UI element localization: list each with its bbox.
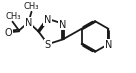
Text: N: N xyxy=(25,18,32,28)
Text: N: N xyxy=(44,15,52,25)
Text: O: O xyxy=(5,28,12,38)
Text: S: S xyxy=(45,40,51,50)
Text: N: N xyxy=(59,20,67,30)
Text: CH₃: CH₃ xyxy=(5,12,21,21)
Text: N: N xyxy=(105,40,112,50)
Text: CH₃: CH₃ xyxy=(24,2,39,11)
